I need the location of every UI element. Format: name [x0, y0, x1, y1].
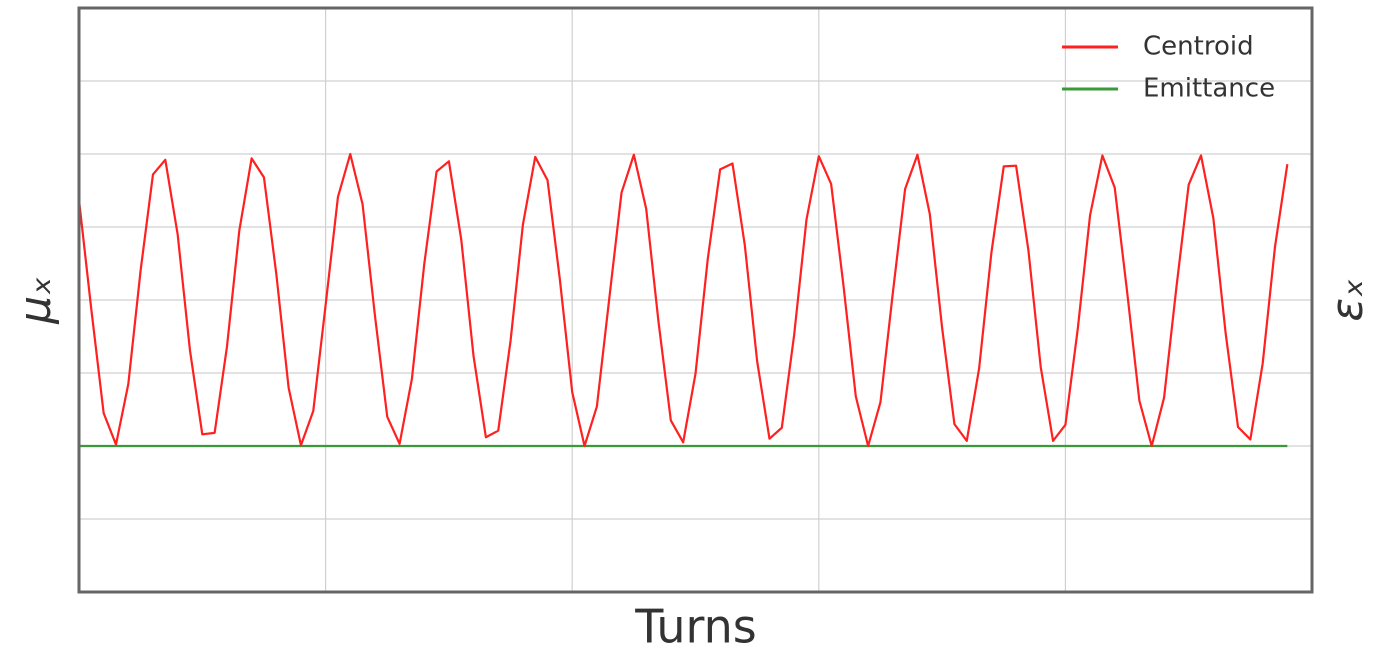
plot-lines	[77, 152, 1289, 448]
legend: Centroid Emittance	[1062, 32, 1275, 104]
data-line	[77, 152, 1289, 448]
plot-frame	[77, 6, 1314, 594]
y2-axis-label: εₓ	[1322, 278, 1373, 321]
legend-label: Emittance	[1143, 74, 1275, 104]
x-axis-label: Turns	[634, 600, 757, 653]
legend-label: Centroid	[1143, 32, 1254, 62]
y-axis-label: μₓ	[10, 276, 61, 325]
